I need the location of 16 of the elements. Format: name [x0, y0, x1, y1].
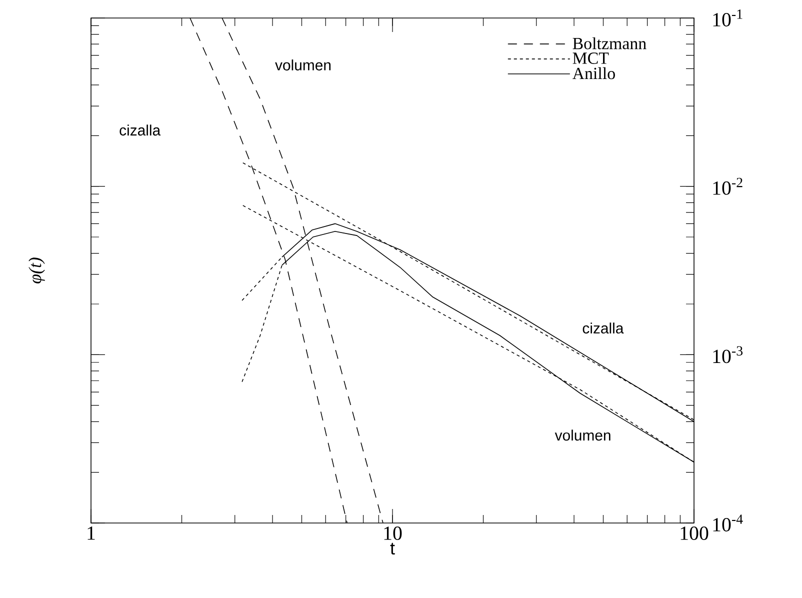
y-tick-label: 10$^{-2}$ [713, 178, 742, 195]
x-axis-title: t [390, 542, 395, 555]
x-tick-label: 100 [680, 526, 708, 540]
y-tick-label: 10$^{-1}$ [713, 10, 742, 26]
annotation: volumen [554, 430, 610, 441]
legend-label: Anillo [572, 67, 615, 80]
x-tick-label: 10 [384, 526, 402, 540]
x-tick-label: 1 [88, 526, 95, 540]
annotation: cizalla [582, 322, 624, 334]
y-tick-label: 10$^{-3}$ [713, 346, 743, 364]
legend-label: MCT [572, 52, 609, 64]
annotation: cizalla [120, 124, 161, 136]
y-axis-title: φ(t) [28, 258, 45, 284]
y-tick-label: 10$^{-4}$ [713, 514, 743, 532]
legend-label: Boltzmann [572, 37, 646, 50]
annotation: volumen [275, 59, 331, 70]
